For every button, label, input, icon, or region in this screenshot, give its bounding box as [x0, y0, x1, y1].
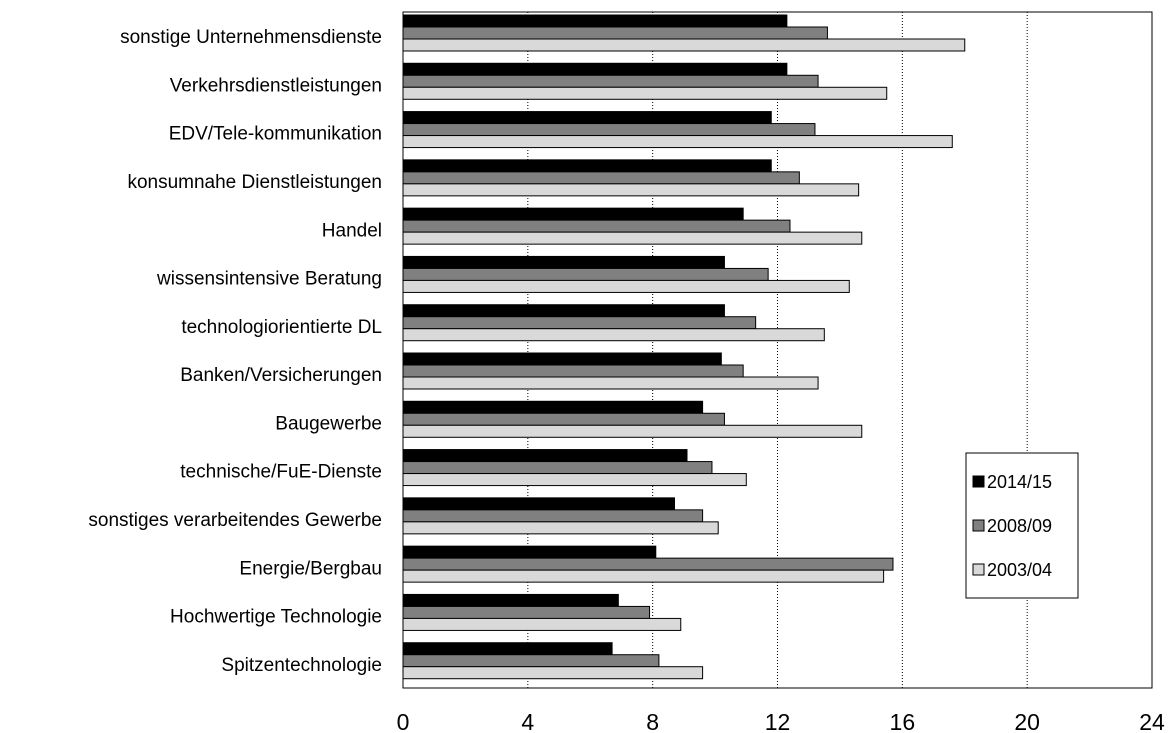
category-label: Energie/Bergbau [239, 558, 382, 579]
bar [402, 219, 791, 233]
bar [402, 593, 619, 607]
bar [402, 123, 816, 137]
bar [402, 328, 825, 342]
bar [402, 135, 953, 149]
bar [402, 497, 676, 511]
legend: 2014/15 2008/09 2003/04 [965, 452, 1079, 599]
bar [402, 376, 819, 390]
x-tick-label: 0 [397, 709, 410, 733]
category-label: technische/FuE-Dienste [180, 462, 382, 483]
legend-swatch [972, 563, 985, 576]
category-label: EDV/Tele-kommunikation [169, 124, 382, 145]
category-label: konsumnahe Dienstleistungen [127, 172, 382, 193]
category-label: Verkehrsdienstleistungen [170, 75, 382, 96]
bar [402, 400, 704, 414]
bar [402, 159, 772, 173]
x-tick-label: 20 [1014, 709, 1040, 733]
bar [402, 545, 657, 559]
x-tick-label: 4 [521, 709, 534, 733]
legend-swatch [972, 519, 985, 532]
category-label: sonstige Unternehmensdienste [120, 27, 382, 48]
bar [402, 255, 725, 269]
bar [402, 62, 788, 76]
category-label: Baugewerbe [275, 413, 382, 434]
bar [402, 642, 613, 656]
legend-box [965, 452, 1079, 599]
bar [402, 364, 744, 378]
bar [402, 449, 688, 463]
bar [402, 654, 660, 668]
bar [402, 605, 651, 619]
bar [402, 207, 744, 221]
bar [402, 352, 722, 366]
category-label: Handel [322, 220, 382, 241]
x-tick-labels: 0 4 8 12 16 20 24 [397, 709, 1165, 733]
bar [402, 38, 966, 52]
bar [402, 111, 772, 125]
category-label: wissensintensive Beratung [156, 269, 382, 290]
bar [402, 86, 888, 100]
x-tick-label: 8 [646, 709, 659, 733]
bar [402, 666, 704, 680]
bar [402, 521, 719, 535]
legend-swatch [972, 475, 985, 488]
x-tick-label: 12 [765, 709, 791, 733]
bar [402, 14, 788, 28]
legend-label: 2008/09 [987, 516, 1052, 536]
bar [402, 279, 850, 293]
bar [402, 183, 860, 197]
category-label: sonstiges verarbeitendes Gewerbe [88, 510, 382, 531]
bar [402, 304, 725, 318]
category-label: technologiorientierte DL [181, 317, 382, 338]
category-labels: sonstige Unternehmensdienste Verkehrsdien… [88, 27, 382, 676]
category-label: Banken/Versicherungen [180, 365, 382, 386]
bar [402, 557, 894, 571]
bar [402, 74, 819, 88]
bar [402, 231, 863, 245]
bar [402, 569, 885, 583]
bar [402, 473, 747, 487]
bars [402, 14, 966, 680]
category-label: Spitzentechnologie [221, 655, 382, 676]
bar [402, 461, 713, 475]
legend-label: 2014/15 [987, 472, 1052, 492]
bar [402, 316, 757, 330]
bar [402, 424, 863, 438]
bar [402, 171, 800, 185]
bar [402, 26, 828, 40]
bar [402, 267, 769, 281]
bar [402, 617, 682, 631]
category-label: Hochwertige Technologie [170, 607, 382, 628]
x-tick-label: 16 [890, 709, 916, 733]
bar [402, 412, 725, 426]
legend-label: 2003/04 [987, 560, 1052, 580]
x-tick-label: 24 [1139, 709, 1165, 733]
bar [402, 509, 704, 523]
plot-frame [402, 11, 1153, 689]
